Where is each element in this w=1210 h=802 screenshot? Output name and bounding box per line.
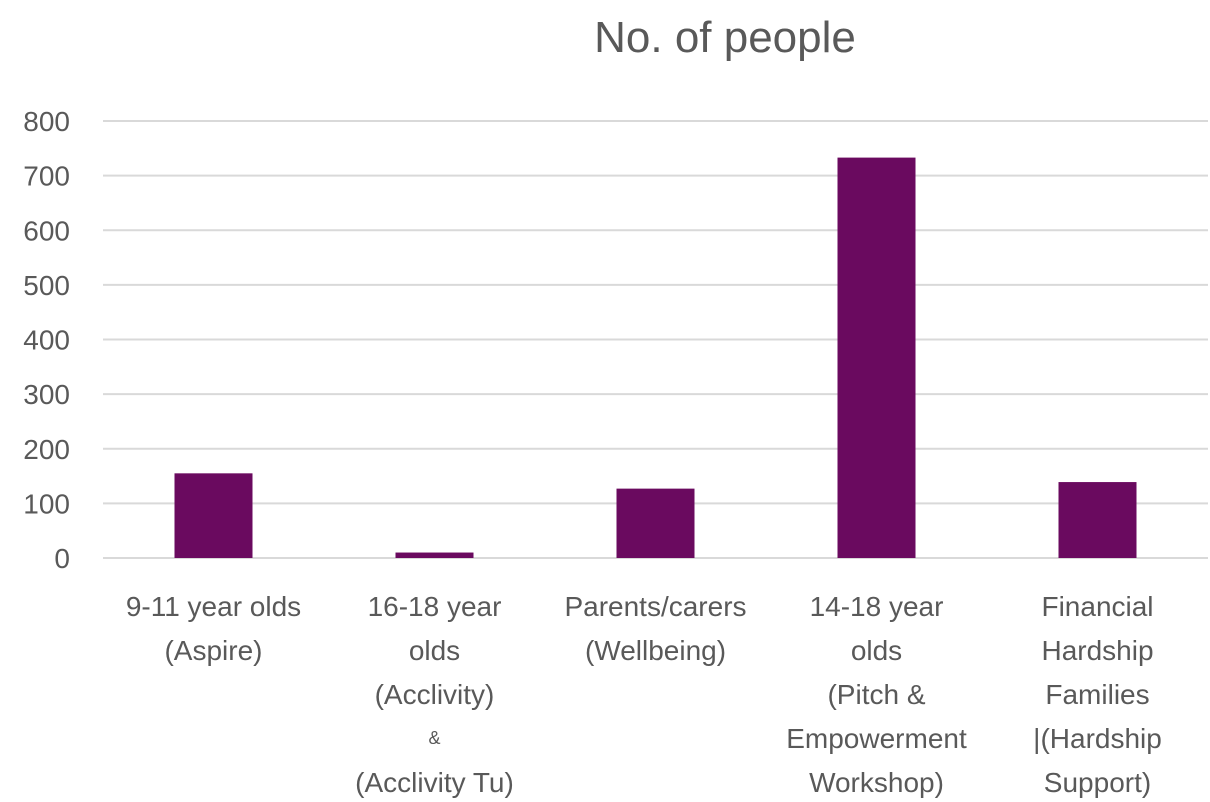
x-category-label-line: Empowerment	[786, 723, 967, 754]
x-category-label-line: (Acclivity Tu)	[355, 767, 514, 798]
chart-title: No. of people	[594, 13, 856, 62]
x-category-label-line: olds	[851, 635, 902, 666]
y-tick-label-700: 700	[23, 161, 70, 192]
y-tick-label-0: 0	[54, 543, 70, 574]
y-axis-tick-labels: 0 100 200 300 400 500 600 700 800	[23, 106, 70, 574]
y-tick-label-100: 100	[23, 488, 70, 519]
x-category-label-line: 16-18 year	[368, 591, 502, 622]
x-axis-category-labels: 9-11 year olds (Aspire) 16-18 year olds (Acc…	[126, 591, 1162, 798]
x-category-label-line: Hardship	[1041, 635, 1153, 666]
y-tick-label-800: 800	[23, 106, 70, 137]
x-category-label-line: (Acclivity)	[375, 679, 495, 710]
x-category-label-3: Parents/carers (Wellbeing)	[564, 591, 746, 666]
x-category-label-line: Workshop)	[809, 767, 944, 798]
x-category-label-line: Support)	[1044, 767, 1151, 798]
bar-2	[395, 552, 474, 558]
y-tick-label-500: 500	[23, 270, 70, 301]
x-category-label-line: 9-11 year olds	[126, 591, 301, 622]
bar-3	[616, 488, 695, 558]
bar-1	[174, 473, 253, 558]
x-category-label-line: Financial	[1041, 591, 1153, 622]
x-category-label-line: 14-18 year	[810, 591, 944, 622]
x-category-label-line: olds	[409, 635, 460, 666]
x-category-label-2: 16-18 year olds (Acclivity) & (Acclivity Tu)	[355, 591, 514, 798]
x-category-label-line: (Pitch &	[827, 679, 925, 710]
x-category-label-line: (Aspire)	[164, 635, 262, 666]
y-tick-label-300: 300	[23, 379, 70, 410]
x-category-label-line: Parents/carers	[564, 591, 746, 622]
bar-5	[1058, 482, 1137, 558]
x-category-label-1: 9-11 year olds (Aspire)	[126, 591, 301, 666]
y-tick-label-200: 200	[23, 434, 70, 465]
y-tick-label-600: 600	[23, 215, 70, 246]
x-category-label-line: |(Hardship	[1033, 723, 1162, 754]
x-category-label-line: (Wellbeing)	[585, 635, 726, 666]
x-category-label-5: Financial Hardship Families |(Hardship Suppo…	[1033, 591, 1162, 798]
x-category-label-line: &	[428, 728, 440, 748]
gridlines	[103, 120, 1208, 559]
bar-4	[837, 157, 916, 558]
y-tick-label-400: 400	[23, 325, 70, 356]
x-category-label-line: Families	[1045, 679, 1149, 710]
bars	[174, 157, 1137, 558]
x-category-label-4: 14-18 year olds (Pitch & Empowerment Worksho…	[786, 591, 967, 798]
